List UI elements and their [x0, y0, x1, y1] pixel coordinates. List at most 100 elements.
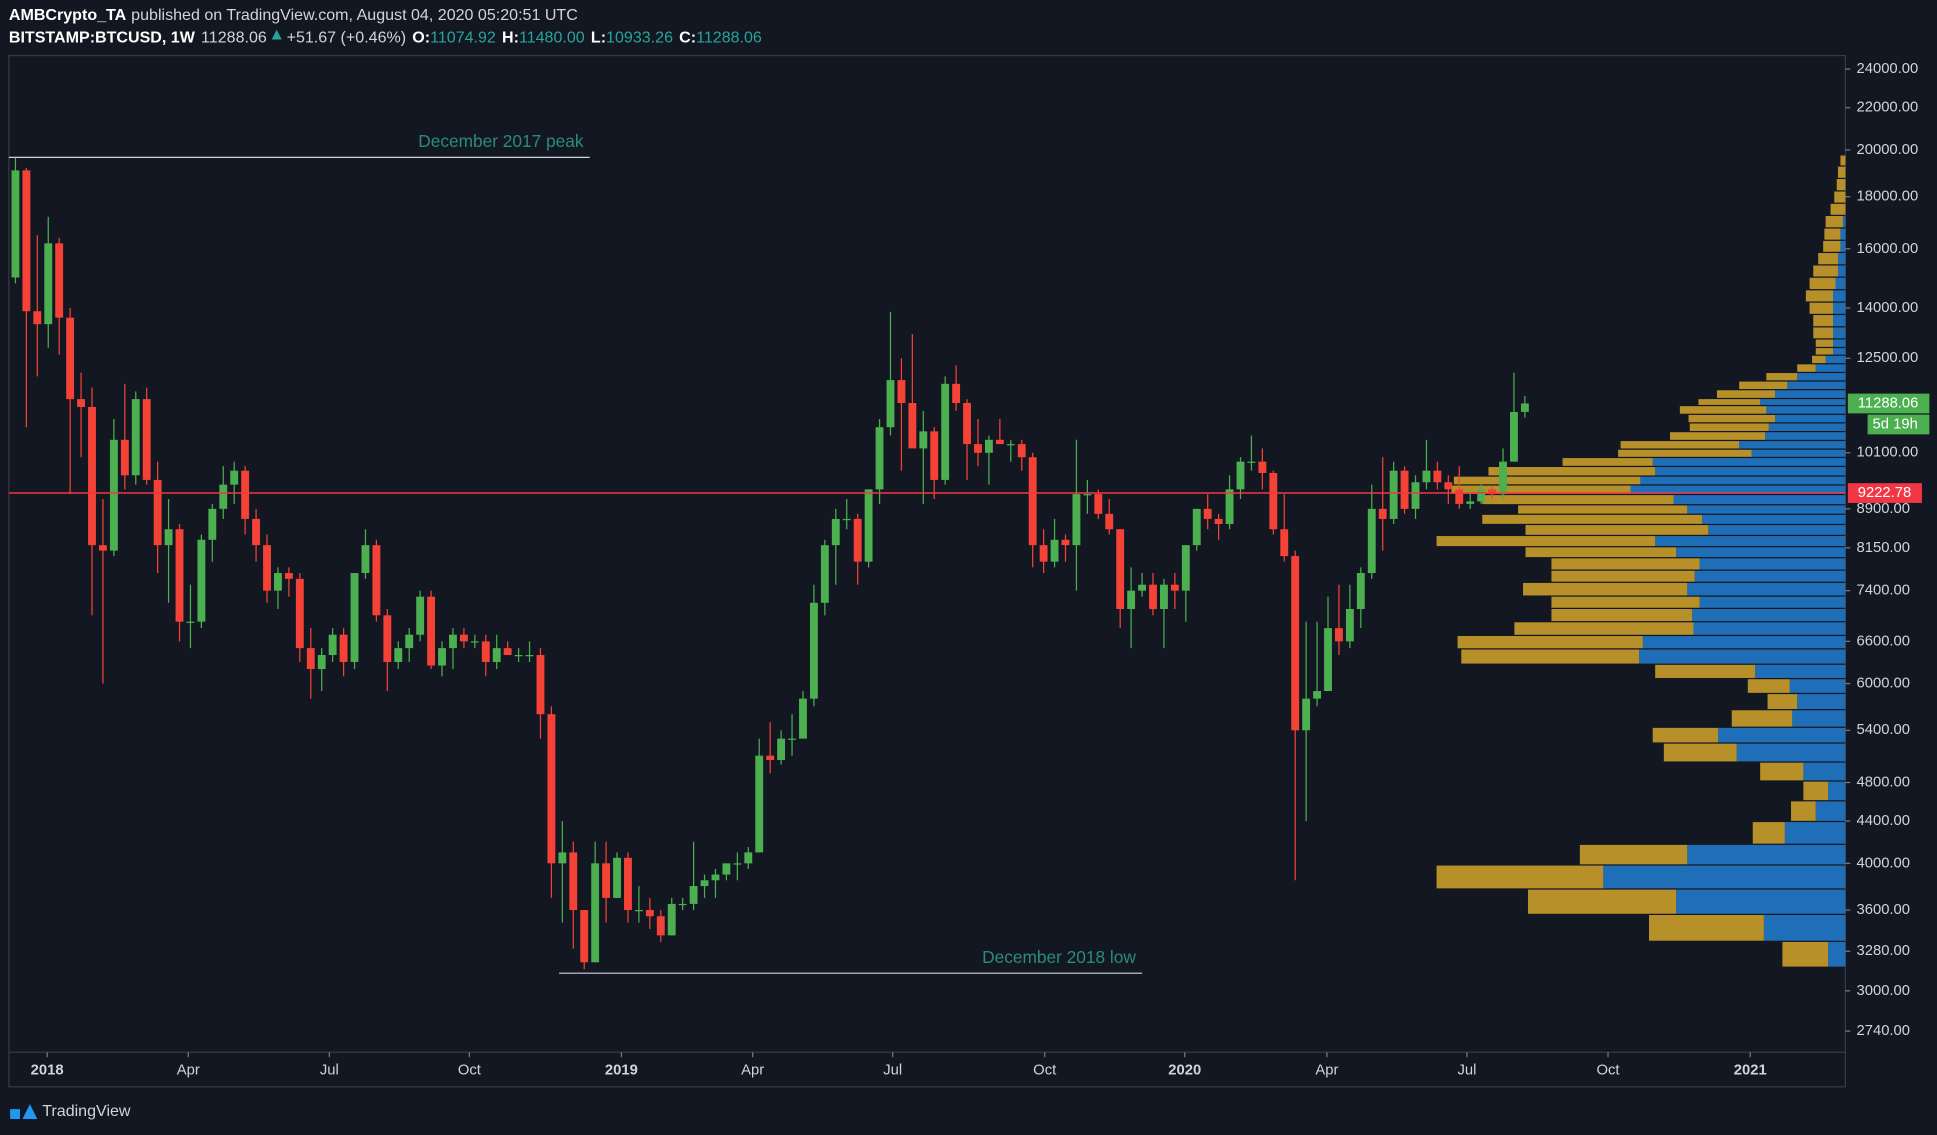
profile-up-bar: [1693, 622, 1846, 635]
candle-body: [131, 399, 140, 476]
x-tick-label: 2019: [605, 1063, 638, 1079]
candle-body: [241, 470, 250, 519]
candle-body: [1094, 494, 1103, 514]
hline-price-box: [1847, 483, 1922, 503]
candle-body: [875, 427, 884, 490]
candle-body: [963, 403, 971, 445]
candle-body: [1433, 470, 1442, 483]
header-line-1: AMBCrypto_TA published on TradingView.com…: [9, 6, 578, 24]
candle-body: [1116, 529, 1125, 610]
profile-up-bar: [1774, 414, 1846, 423]
candle-body: [66, 317, 75, 400]
candle-body: [197, 539, 206, 622]
candle-body: [984, 439, 993, 453]
profile-up-bar: [1842, 216, 1846, 228]
profile-down-bar: [1436, 865, 1604, 889]
candle-body: [1006, 444, 1015, 446]
candle-body: [164, 529, 173, 546]
candle-body: [831, 518, 840, 546]
candle-body: [634, 910, 643, 912]
profile-up-bar: [1833, 290, 1846, 302]
x-tick-label: Oct: [458, 1063, 481, 1079]
candle-body: [1345, 609, 1354, 642]
candle-body: [328, 634, 337, 656]
profile-down-bar: [1797, 364, 1816, 372]
profile-up-bar: [1603, 865, 1846, 889]
y-tick-label: 4400.00: [1856, 813, 1910, 829]
annotation-text: December 2018 low: [982, 947, 1136, 967]
candle-body: [427, 596, 436, 666]
candle-body: [55, 243, 64, 318]
profile-up-bar: [1692, 609, 1846, 622]
symbol: BITSTAMP:BTCUSD, 1W: [9, 29, 196, 47]
candle-body: [1335, 628, 1343, 642]
profile-up-bar: [1760, 399, 1846, 405]
profile-down-bar: [1518, 505, 1688, 514]
candle-body: [252, 518, 261, 546]
profile-up-bar: [1792, 710, 1846, 727]
profile-down-bar: [1747, 679, 1790, 693]
profile-up-bar: [1840, 228, 1846, 240]
profile-down-bar: [1551, 558, 1700, 570]
profile-up-bar: [1833, 315, 1846, 327]
candle-body: [295, 578, 304, 649]
candle-body: [941, 383, 950, 480]
candle-body: [744, 852, 753, 864]
profile-down-bar: [1453, 476, 1641, 485]
profile-up-bar: [1655, 467, 1846, 476]
candle-body: [22, 170, 31, 312]
candle-body: [99, 545, 107, 551]
profile-down-bar: [1679, 406, 1767, 414]
candle-body: [820, 545, 829, 603]
candle-body: [853, 518, 862, 562]
profile-up-bar: [1763, 914, 1846, 941]
candle-body: [175, 529, 184, 622]
profile-up-bar: [1751, 449, 1846, 457]
profile-down-bar: [1813, 315, 1834, 327]
candle-body: [1269, 472, 1278, 530]
y-tick-label: 2740.00: [1856, 1023, 1910, 1039]
candle-body: [711, 874, 720, 881]
profile-down-bar: [1813, 265, 1838, 277]
y-tick-label: 8900.00: [1856, 501, 1910, 517]
candle-body: [952, 383, 961, 404]
plot-area: December 2017 peak December 2018 low: [8, 131, 1846, 974]
change-arrow: [271, 29, 282, 40]
candle-body: [777, 738, 786, 761]
profile-down-bar: [1830, 203, 1846, 215]
author: AMBCrypto_TA: [9, 6, 127, 24]
hline-price-label: 9222.78: [1858, 485, 1912, 501]
ohlc-value: 11480.00: [519, 29, 585, 47]
profile-up-bar: [1630, 485, 1846, 494]
candle-body: [1400, 470, 1409, 509]
profile-up-bar: [1784, 822, 1846, 844]
candle-body: [1356, 573, 1365, 610]
profile-down-bar: [1551, 596, 1700, 608]
profile-down-bar: [1716, 390, 1775, 398]
profile-down-bar: [1652, 727, 1719, 743]
candle-body: [416, 596, 425, 635]
profile-up-bar: [1687, 582, 1846, 596]
profile-up-bar: [1825, 355, 1846, 364]
profile-up-bar: [1789, 679, 1846, 693]
profile-up-bar: [1835, 277, 1846, 290]
x-tick-label: Jul: [320, 1063, 339, 1079]
profile-down-bar: [1805, 290, 1834, 302]
candle-body: [864, 489, 873, 562]
candle-body: [580, 910, 589, 963]
candle-body: [558, 852, 567, 864]
profile-up-bar: [1833, 302, 1846, 314]
profile-up-bar: [1652, 458, 1846, 466]
profile-up-bar: [1699, 596, 1846, 608]
candle-body: [405, 634, 414, 649]
candle-body: [1138, 584, 1146, 591]
y-tick-label: 5400.00: [1856, 722, 1910, 738]
candle-body: [339, 634, 348, 662]
profile-down-bar: [1840, 155, 1846, 166]
candle-body: [1488, 489, 1497, 495]
candle-body: [88, 406, 96, 546]
y-tick-label: 6600.00: [1856, 633, 1910, 649]
candle-body: [306, 648, 315, 670]
candle-body: [624, 857, 632, 911]
